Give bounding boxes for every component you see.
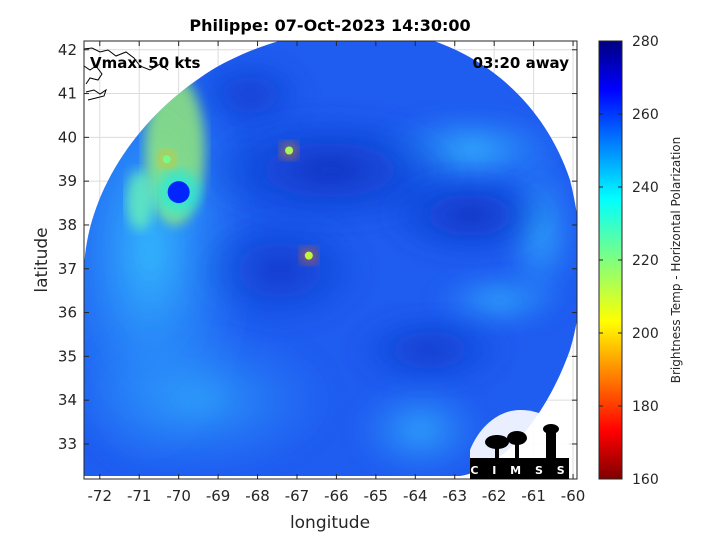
x-tick-label: -62 (482, 487, 507, 505)
y-tick-label: 36 (58, 304, 77, 322)
feature-core (304, 251, 313, 260)
y-tick-label: 37 (58, 260, 77, 278)
colorbar-tick-label: 260 (632, 107, 659, 123)
colorbar-tick-label: 240 (632, 180, 659, 196)
colorbar-tick-label: 180 (632, 399, 659, 415)
feature-core (167, 181, 190, 204)
time-away-annotation: 03:20 away (473, 54, 570, 72)
x-tick-label: -65 (364, 487, 389, 505)
colorbar-tick-label: 280 (632, 34, 659, 50)
colorbar-tick-label: 200 (632, 326, 659, 342)
y-axis-label: latitude (32, 227, 52, 292)
y-tick-label: 33 (58, 435, 77, 453)
y-tick-label: 34 (58, 391, 77, 409)
y-tick-label: 40 (58, 128, 77, 146)
x-axis-label: longitude (290, 513, 370, 533)
feature-core (285, 146, 294, 155)
colorbar-tick-label: 220 (632, 253, 659, 269)
y-tick-label: 39 (58, 172, 77, 190)
features (156, 141, 318, 265)
x-tick-label: -67 (285, 487, 310, 505)
cimss-logo: C I M S S (470, 410, 569, 479)
x-tick-label: -68 (245, 487, 270, 505)
x-axis: -72 -71 -70 -69 -68 -67 -66 -65 -64 -63 -62 -61 -60 (88, 41, 586, 505)
y-tick-label: 41 (58, 85, 77, 103)
x-tick-label: -66 (324, 487, 349, 505)
y-tick-label: 42 (58, 41, 77, 59)
y-tick-label: 35 (58, 347, 77, 365)
colorbar-ticks: 160 180 200 220 240 260 280 (599, 34, 659, 488)
x-tick-label: -70 (166, 487, 191, 505)
logo-text: C I M S S (470, 464, 569, 477)
x-tick-label: -69 (206, 487, 231, 505)
x-tick-label: -72 (88, 487, 113, 505)
colorbar-label: Brightness Temp - Horizontal Polarizatio… (669, 137, 683, 384)
plot-frame (83, 40, 578, 480)
coastline (84, 47, 169, 101)
colorbar-tick-label: 160 (632, 472, 659, 488)
x-tick-label: -61 (521, 487, 546, 505)
x-tick-label: -60 (561, 487, 586, 505)
chart-title: Philippe: 07-Oct-2023 14:30:00 (189, 16, 470, 35)
x-tick-label: -63 (442, 487, 467, 505)
y-tick-label: 38 (58, 216, 77, 234)
vmax-annotation: Vmax: 50 kts (90, 54, 200, 72)
y-axis: 33 34 35 36 37 38 39 40 41 42 (58, 41, 577, 453)
x-tick-label: -71 (127, 487, 152, 505)
x-tick-label: -64 (403, 487, 428, 505)
feature-core (162, 155, 171, 164)
colorbar: 160 180 200 220 240 260 280 Brightness Temp - … (598, 34, 683, 488)
